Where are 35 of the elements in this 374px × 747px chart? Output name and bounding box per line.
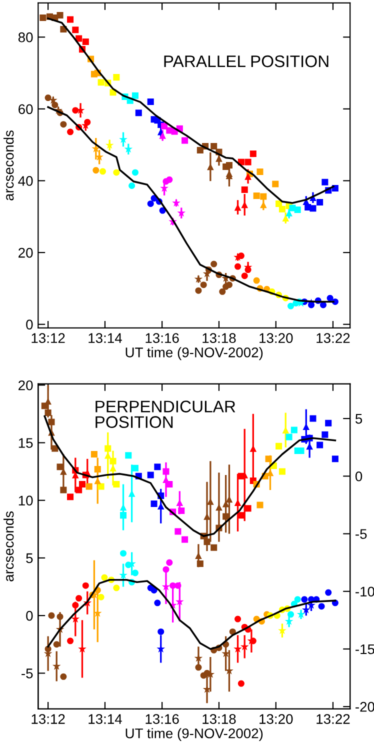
y2-tick-label: 0 [355, 471, 362, 482]
y-tick-label: 15 [18, 438, 33, 448]
annotation: PERPENDICULAR POSITION [96, 400, 236, 428]
x-tick-label: 13:14 [88, 333, 122, 343]
x-tick-label: 13:22 [316, 333, 350, 343]
x-tick-label: 13:20 [260, 714, 293, 724]
y2-tick-label: 5 [355, 414, 362, 424]
x-tick-label: 13:16 [146, 714, 179, 724]
x-tick-label: 13:12 [32, 333, 65, 343]
x-tick-label: 13:18 [202, 333, 236, 343]
y2-tick-label: -5 [356, 529, 367, 539]
y-axis-title: arcseconds [4, 511, 14, 582]
y-axis-title: arcseconds [4, 130, 14, 200]
y-tick-label: 0 [26, 320, 33, 330]
y-tick-label: 80 [18, 32, 33, 42]
y-tick-label: 20 [18, 380, 33, 390]
x-tick-label: 13:20 [260, 333, 293, 343]
x-tick-label: 13:22 [316, 714, 350, 724]
y-tick-label: 10 [18, 496, 33, 506]
y-tick-label: 20 [18, 248, 33, 258]
x-tick-label: 13:16 [146, 333, 179, 343]
x-axis-title: UT time (9-NOV-2002) [126, 347, 263, 360]
y2-tick-label: -20 [356, 702, 374, 712]
y-tick-label: -5 [22, 668, 33, 678]
y2-tick-label: -15 [356, 644, 374, 654]
y-tick-label: 0 [26, 610, 33, 621]
y-tick-label: 5 [26, 553, 33, 564]
x-tick-label: 13:12 [32, 714, 65, 724]
y2-tick-label: -10 [356, 586, 374, 597]
x-tick-label: 13:14 [88, 714, 122, 724]
y-tick-label: 40 [18, 176, 33, 186]
y-tick-label: 60 [18, 104, 33, 114]
x-axis-title: UT time (9-NOV-2002) [126, 728, 263, 742]
x-tick-label: 13:18 [202, 714, 236, 724]
annotation: PARALLEL POSITION [164, 55, 328, 68]
